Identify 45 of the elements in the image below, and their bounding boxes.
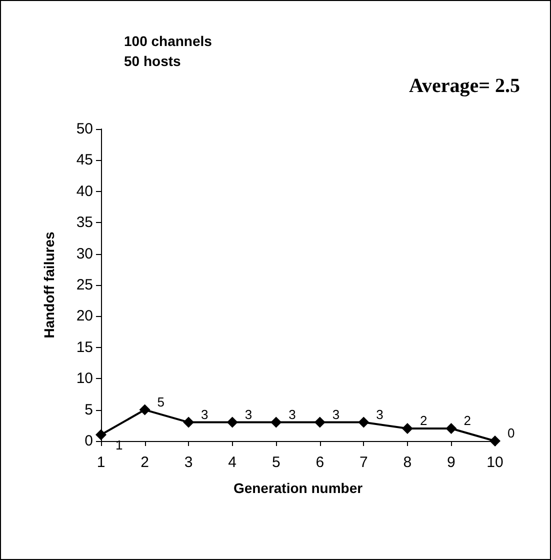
point <box>96 429 106 440</box>
point <box>139 404 150 416</box>
y-tick-label: 50 <box>76 120 93 138</box>
y-tick-label: 40 <box>76 182 93 200</box>
y-tick-label: 5 <box>84 401 93 418</box>
point <box>270 416 282 428</box>
x-tick-label: 1 <box>96 454 106 471</box>
y-tick-label: 30 <box>76 245 93 262</box>
y-tick-label: 45 <box>76 152 93 169</box>
x-tick-label: 4 <box>228 454 237 471</box>
x-axis-title: Generation number <box>233 480 364 496</box>
data-label: 5 <box>157 394 165 410</box>
y-tick-label: 15 <box>76 338 93 356</box>
point <box>226 416 238 428</box>
x-tick-label: 9 <box>447 454 456 471</box>
y-tick-label: 35 <box>76 214 93 232</box>
x-tick-label: 8 <box>403 454 412 471</box>
y-tick-label: 10 <box>76 370 93 388</box>
data-label: 3 <box>201 406 208 422</box>
point <box>490 436 500 446</box>
x-tick-label: 10 <box>486 454 504 471</box>
y-tick-label: 20 <box>76 308 93 325</box>
data-label: 0 <box>508 426 515 440</box>
x-tick-label: 5 <box>272 454 280 471</box>
data-label: 3 <box>288 406 296 422</box>
data-label: 3 <box>376 406 384 422</box>
chart-subtitle: 50 hosts <box>124 53 182 69</box>
x-tick-label: 6 <box>316 454 324 471</box>
x-tick-label: 7 <box>359 454 368 471</box>
data-label: 3 <box>332 406 340 422</box>
point <box>446 423 457 434</box>
y-tick-label: 0 <box>84 432 93 450</box>
point <box>358 416 370 428</box>
point <box>402 423 413 434</box>
data-label: 2 <box>464 413 471 428</box>
text: Average= 2.5 <box>409 75 520 97</box>
x-tick-label: 3 <box>184 454 193 471</box>
point <box>183 416 194 428</box>
data-label: 3 <box>244 406 252 422</box>
point <box>314 416 326 428</box>
y-axis-title: Handoff failures <box>41 232 57 338</box>
data-label: 2 <box>420 413 428 428</box>
chart-title: 100 channels <box>124 33 212 49</box>
y-tick-label: 25 <box>76 276 93 294</box>
x-tick-label: 2 <box>140 454 149 471</box>
